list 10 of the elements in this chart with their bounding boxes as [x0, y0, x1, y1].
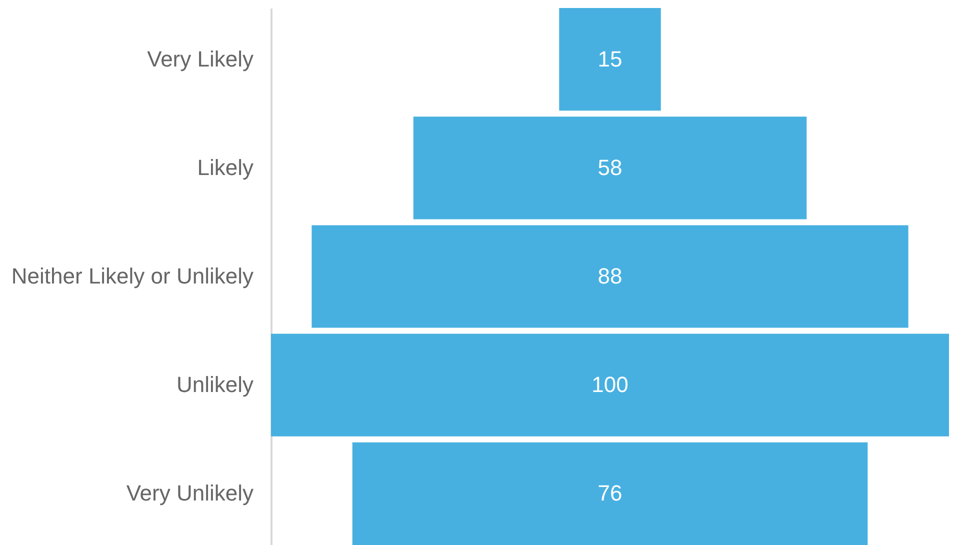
category-label: Unlikely	[176, 372, 254, 398]
category-label: Neither Likely or Unlikely	[11, 264, 254, 288]
data-label: 58	[598, 154, 622, 180]
data-label: 15	[598, 46, 622, 72]
category-label: Very Unlikely	[126, 480, 254, 506]
data-label: 100	[592, 372, 628, 398]
data-label: 88	[598, 264, 622, 288]
data-label: 76	[598, 480, 622, 506]
category-label: Likely	[197, 154, 254, 180]
category-label: Very Likely	[147, 46, 254, 72]
